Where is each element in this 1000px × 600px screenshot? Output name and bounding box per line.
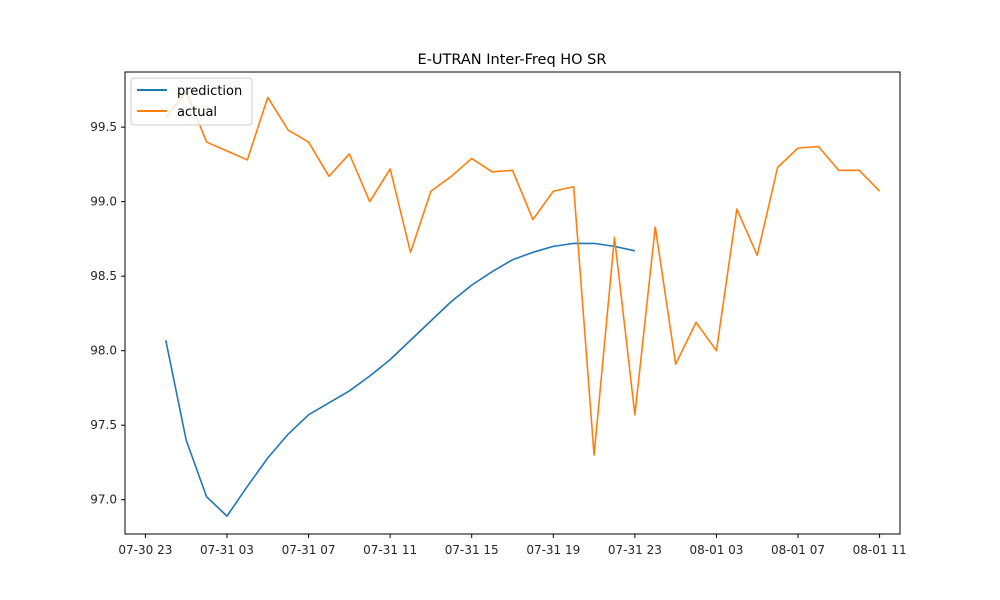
x-tick-label: 08-01 11	[853, 543, 907, 557]
axis-layer: 07-30 23 07-31 03 07-31 07 07-31 11 07-31 15…	[90, 120, 906, 557]
legend-label-actual: actual	[177, 105, 217, 120]
x-tick-label: 07-31 11	[363, 543, 417, 557]
x-tick-label: 07-31 19	[526, 543, 580, 557]
x-tick-label: 07-31 03	[200, 543, 254, 557]
x-tick-label: 07-31 23	[608, 543, 662, 557]
x-tick-label: 07-31 07	[282, 543, 336, 557]
y-tick-label: 97.5	[90, 418, 117, 432]
y-tick-label: 99.5	[90, 120, 117, 134]
y-tick-label: 99.0	[90, 195, 117, 209]
legend: prediction actual	[130, 77, 253, 126]
y-tick-label: 98.0	[90, 344, 117, 358]
plot-frame	[124, 71, 901, 535]
plot-area	[125, 72, 900, 534]
y-tick-label: 98.5	[90, 269, 117, 283]
x-tick-label: 08-01 03	[689, 543, 743, 557]
x-tick-label: 07-30 23	[118, 543, 172, 557]
series-line-prediction	[165, 242, 636, 517]
chart-title: E-UTRAN Inter-Freq HO SR	[418, 52, 607, 68]
y-tick-label: 97.0	[90, 493, 117, 507]
x-tick-label: 08-01 07	[771, 543, 825, 557]
series-layer	[165, 90, 881, 517]
series-line-actual	[165, 90, 881, 456]
legend-label-prediction: prediction	[177, 84, 242, 99]
x-tick-label: 07-31 15	[445, 543, 499, 557]
